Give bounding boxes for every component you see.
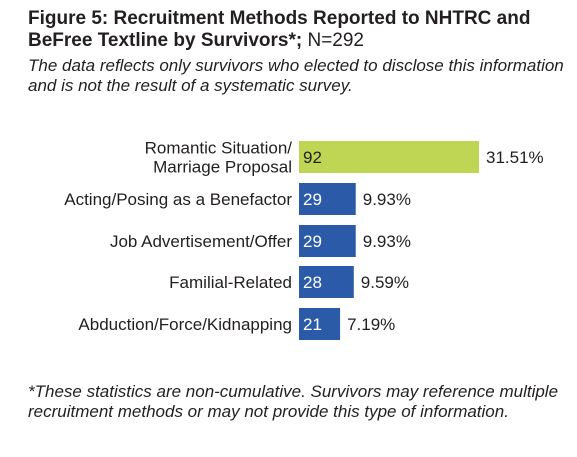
bar bbox=[299, 141, 479, 173]
bar-group: Acting/Posing as a Benefactor 29 9.93% bbox=[64, 183, 411, 215]
category-label-line: Acting/Posing as a Benefactor bbox=[64, 190, 292, 209]
category-label-line: Marriage Proposal bbox=[153, 158, 292, 177]
category-label: Romantic Situation/Marriage Proposal bbox=[145, 139, 293, 177]
bar-value-label: 92 bbox=[303, 148, 322, 167]
chart-title-main: Figure 5: Recruitment Methods Reported t… bbox=[28, 8, 531, 51]
bar-value-label: 29 bbox=[303, 232, 322, 251]
category-label-line: Abduction/Force/Kidnapping bbox=[78, 315, 292, 334]
category-label: Acting/Posing as a Benefactor bbox=[64, 190, 292, 209]
bar-percent-label: 9.93% bbox=[363, 232, 411, 251]
chart-subtitle: The data reflects only survivors who ele… bbox=[28, 56, 564, 95]
bar-percent-label: 31.51% bbox=[486, 148, 544, 167]
footnote: *These statistics are non-cumulative. Su… bbox=[28, 382, 559, 421]
bar bbox=[299, 308, 341, 340]
bar bbox=[299, 225, 356, 257]
bar-group: Job Advertisement/Offer 29 9.93% bbox=[110, 225, 411, 257]
bar-group: Abduction/Force/Kidnapping 21 7.19% bbox=[78, 308, 395, 340]
bar-value-label: 29 bbox=[303, 190, 322, 209]
category-label-line: Familial-Related bbox=[169, 273, 292, 292]
category-label: Job Advertisement/Offer bbox=[110, 232, 292, 251]
bar bbox=[299, 266, 354, 298]
bar-percent-label: 9.59% bbox=[361, 273, 409, 292]
category-label-line: Romantic Situation/ bbox=[145, 139, 293, 158]
bar-group: Romantic Situation/Marriage Proposal 92 31… bbox=[145, 139, 544, 177]
category-label: Familial-Related bbox=[169, 273, 292, 292]
bar-value-label: 21 bbox=[303, 315, 322, 334]
bar-chart: Romantic Situation/Marriage Proposal 92 31… bbox=[64, 139, 544, 340]
bar-percent-label: 9.93% bbox=[363, 190, 411, 209]
bar-value-label: 28 bbox=[303, 273, 322, 292]
bar-group: Familial-Related 28 9.59% bbox=[169, 266, 409, 298]
category-label-line: Job Advertisement/Offer bbox=[110, 232, 292, 251]
bar bbox=[299, 183, 356, 215]
chart-title-n: N=292 bbox=[302, 30, 364, 51]
category-label: Abduction/Force/Kidnapping bbox=[78, 315, 292, 334]
bar-percent-label: 7.19% bbox=[347, 315, 395, 334]
chart-title: Figure 5: Recruitment Methods Reported t… bbox=[28, 8, 568, 52]
